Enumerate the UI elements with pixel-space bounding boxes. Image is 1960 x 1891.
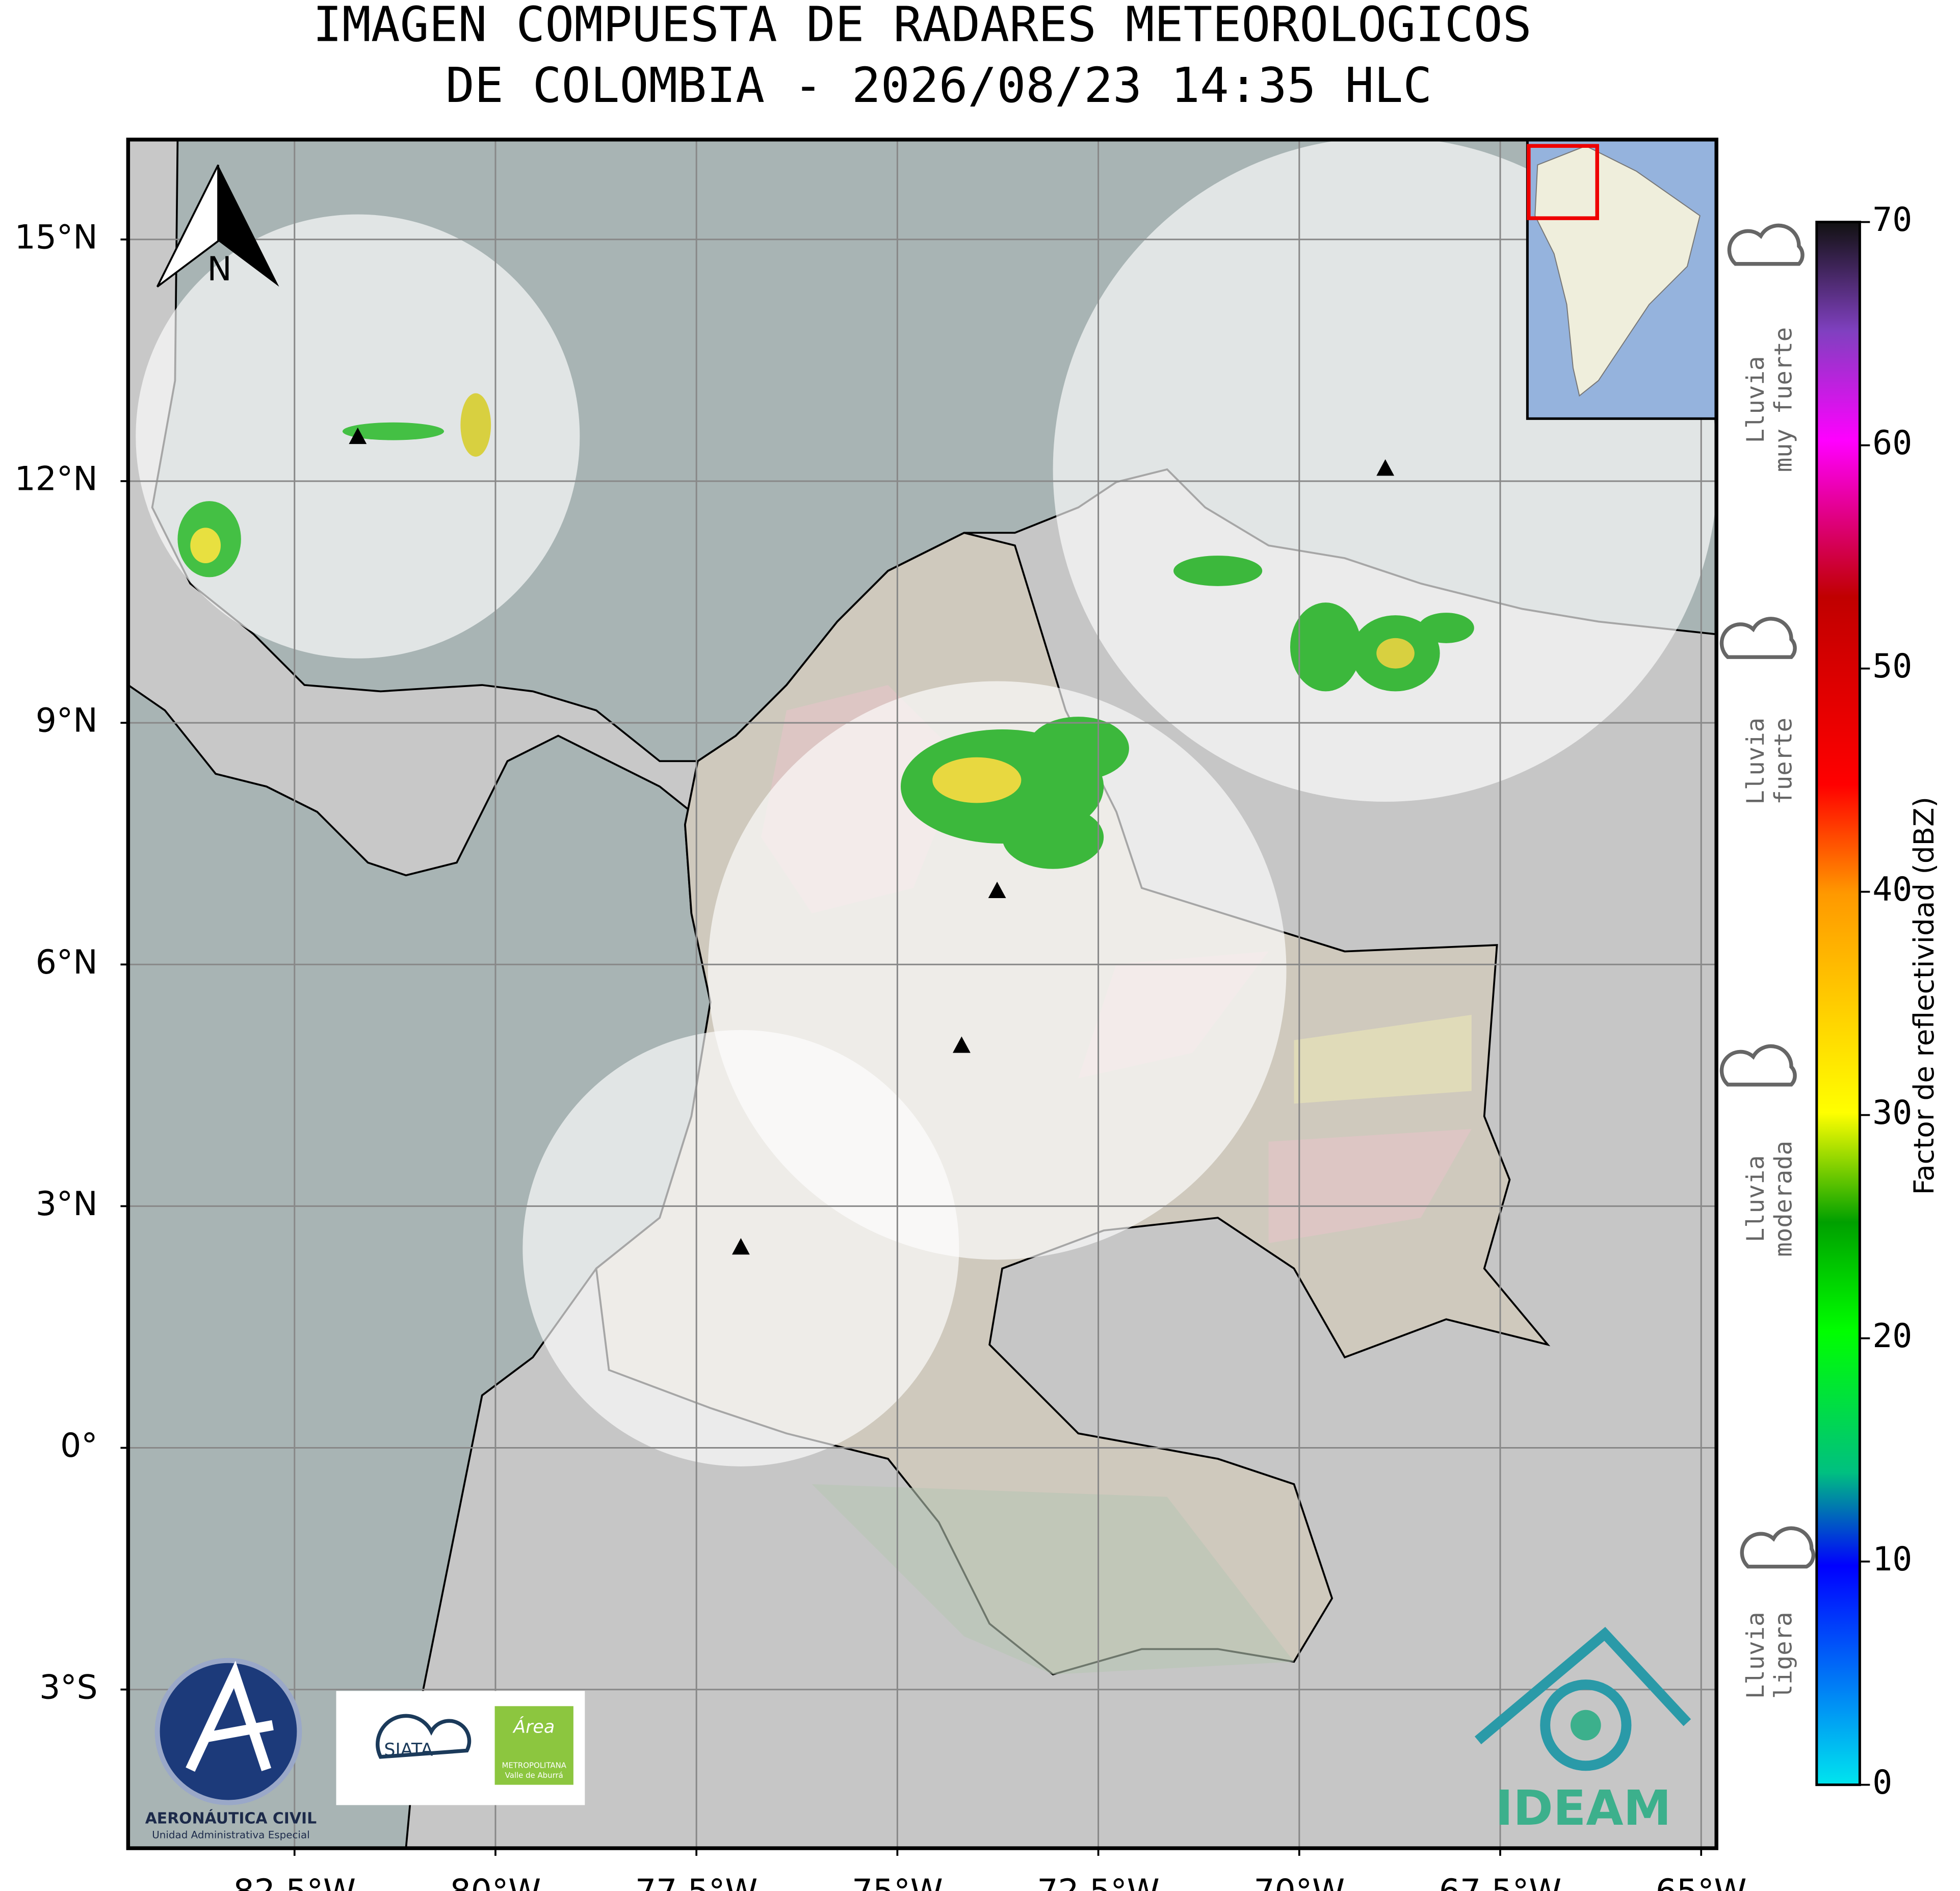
x-tick-label: 82.5°W xyxy=(233,1873,356,1891)
inset-land xyxy=(1534,145,1701,397)
cloud xyxy=(1719,617,1797,659)
colorbar-tick-label: 10 xyxy=(1872,1540,1912,1579)
aerocivil-logo: AERONÁUTICA CIVIL Unidad Administrativa … xyxy=(145,1658,317,1841)
ideam-logo: IDEAM xyxy=(1474,1626,1691,1836)
inset-map xyxy=(1526,139,1717,420)
radar-sites xyxy=(349,427,1395,1255)
title-line: DE COLOMBIA - 2026/08/23 14:35 HLC xyxy=(446,58,1432,114)
logo-a xyxy=(186,1661,274,1772)
colorbar-tick-label: 30 xyxy=(1872,1094,1912,1132)
rain-class-label: moderada xyxy=(1770,1141,1798,1257)
title-line: IMAGEN COMPUESTA DE RADARES METEOROLOGIC… xyxy=(313,0,1532,53)
logo-cloud xyxy=(376,1714,472,1759)
logo-box xyxy=(494,1706,573,1785)
x-tick-label: 67.5°W xyxy=(1439,1873,1561,1891)
radar-site xyxy=(731,1238,750,1255)
siata-logo: SIATA Área METROPOLITANA Valle de Aburrá xyxy=(336,1691,585,1805)
logo-text: IDEAM xyxy=(1495,1780,1671,1836)
echo xyxy=(932,757,1022,803)
y-tick-label: 15°N xyxy=(15,218,98,256)
grid xyxy=(128,139,1717,1849)
colorbar-tick-label: 40 xyxy=(1872,871,1912,909)
colorbar-tick-label: 60 xyxy=(1872,424,1912,462)
colorbar xyxy=(1815,221,1861,1787)
region-shade xyxy=(1294,1015,1472,1104)
colorbar-tick-label: 70 xyxy=(1872,201,1912,239)
logo-text: SIATA xyxy=(384,1740,433,1760)
rain-class-label: Lluvia xyxy=(1742,1155,1770,1242)
logo-text: METROPOLITANA xyxy=(502,1761,566,1770)
colorbar-label: Factor de reflectividad (dBZ) xyxy=(1907,797,1940,1195)
y-tick-label: 0° xyxy=(60,1427,98,1465)
echo xyxy=(1173,556,1263,586)
radar-site xyxy=(1376,459,1395,476)
cloud xyxy=(1740,1526,1816,1569)
logo-text: Valle de Aburrá xyxy=(505,1771,563,1780)
y-tick-label: 6°N xyxy=(36,943,98,982)
y-tick-label: 3°S xyxy=(39,1668,98,1706)
echo xyxy=(1002,805,1104,869)
rain-class-label: fuerte xyxy=(1770,718,1798,805)
logo-swirl xyxy=(1540,1679,1632,1771)
region-shade xyxy=(1268,1128,1472,1243)
north-label: N xyxy=(207,250,231,288)
radar-site xyxy=(988,881,1006,899)
echo xyxy=(1290,602,1362,692)
x-tick-label: 77.5°W xyxy=(635,1873,757,1891)
logo-text: Unidad Administrativa Especial xyxy=(152,1829,309,1841)
x-tick-label: 72.5°W xyxy=(1037,1873,1159,1891)
logo-swirl xyxy=(1570,1710,1601,1741)
x-tick-label: 80°W xyxy=(450,1873,541,1891)
radar-echoes xyxy=(177,393,1474,869)
x-tick-label: 65°W xyxy=(1656,1873,1747,1891)
echo xyxy=(1027,717,1129,780)
map-frame xyxy=(126,138,1718,1850)
cloud xyxy=(1727,223,1805,266)
rain-class-label: muy fuerte xyxy=(1770,327,1798,472)
echo xyxy=(460,393,491,457)
x-tick-label: 70°W xyxy=(1253,1873,1345,1891)
logo-text: Área xyxy=(512,1716,555,1738)
cloud-icon xyxy=(1719,223,1816,1569)
rain-class-label: ligera xyxy=(1770,1612,1798,1699)
echo xyxy=(1376,638,1415,669)
map-body: N AERONÁUTICA CIVIL Unidad Administrativ… xyxy=(128,139,1717,1849)
rain-class-label: Lluvia xyxy=(1742,718,1770,805)
inset-frame xyxy=(1527,144,1599,220)
colorbar-tick-label: 0 xyxy=(1872,1764,1892,1802)
x-tick-label: 75°W xyxy=(852,1873,943,1891)
colorbar-tick-label: 20 xyxy=(1872,1317,1912,1355)
rain-class-label: Lluvia xyxy=(1742,1612,1770,1699)
axes: 82.5°W 80°W 77.5°W 75°W 72.5°W 70°W 67.5°W 65°W… xyxy=(15,218,1747,1891)
region-shade xyxy=(812,1484,1294,1675)
colorbar-tick-label: 50 xyxy=(1872,647,1912,686)
y-tick-label: 12°N xyxy=(15,460,98,498)
echo xyxy=(190,528,221,564)
y-tick-label: 9°N xyxy=(36,702,98,740)
colorbar-ticks: 0 10 20 30 40 50 60 70 xyxy=(1860,201,1912,1802)
logo-roof xyxy=(1474,1626,1691,1745)
echo xyxy=(1418,613,1474,643)
cloud xyxy=(1719,1044,1797,1087)
radar-site xyxy=(952,1036,971,1053)
logo-text: AERONÁUTICA CIVIL xyxy=(145,1809,317,1827)
echo xyxy=(342,422,445,440)
radar-site xyxy=(349,427,367,444)
rain-class-label: Lluvia xyxy=(1742,356,1770,443)
y-tick-label: 3°N xyxy=(36,1185,98,1223)
